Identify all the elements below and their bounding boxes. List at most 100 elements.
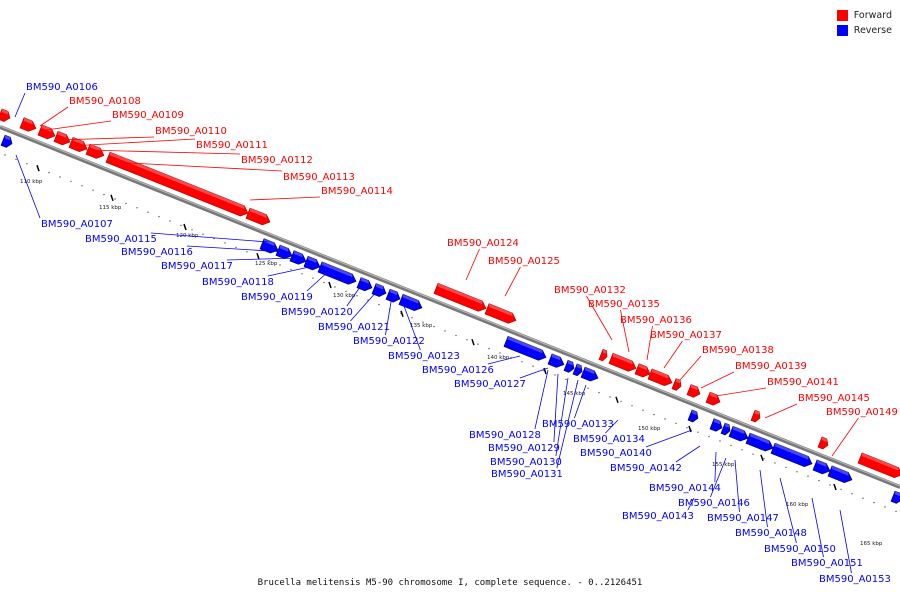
forward-gene-block: [105, 151, 249, 217]
minor-tick: [554, 374, 556, 376]
reverse-gene-block: [745, 432, 774, 452]
gene-label: BM590_A0137: [650, 330, 722, 341]
major-tick: [760, 454, 764, 462]
gene-label: BM590_A0138: [702, 345, 774, 356]
forward-genes-track: [0, 108, 900, 479]
gene-leader-line: [675, 445, 701, 463]
minor-tick: [532, 365, 534, 367]
minor-tick: [488, 347, 490, 350]
minor-tick: [301, 273, 303, 275]
minor-tick: [169, 220, 171, 222]
minor-tick: [290, 268, 292, 271]
gene-leader-line: [645, 429, 693, 448]
minor-tick: [796, 471, 798, 473]
forward-gene-block: [634, 363, 651, 378]
reverse-gene-block: [371, 283, 387, 297]
minor-tick: [851, 493, 853, 495]
gene-label: BM590_A0131: [491, 469, 563, 480]
reverse-genes-track: [0, 134, 900, 504]
gene-label: BM590_A0142: [610, 463, 682, 474]
minor-tick: [81, 185, 83, 187]
gene-leader-line: [465, 248, 480, 281]
minor-tick: [840, 488, 842, 491]
minor-tick: [730, 444, 732, 447]
gene-label: BM590_A0141: [767, 377, 839, 388]
minor-tick: [752, 453, 754, 455]
gene-label: BM590_A0136: [620, 315, 692, 326]
forward-gene-block: [37, 124, 56, 140]
minor-tick: [653, 413, 655, 416]
minor-tick: [92, 189, 94, 191]
gene-label: BM590_A0112: [241, 155, 313, 166]
minor-tick: [521, 361, 523, 363]
minor-tick: [59, 176, 61, 178]
gene-label: BM590_A0130: [490, 457, 562, 468]
gene-leader-line: [556, 379, 579, 469]
minor-tick: [378, 303, 380, 306]
forward-gene-block: [53, 130, 71, 146]
minor-tick: [4, 154, 6, 156]
minor-tick: [565, 378, 567, 381]
minor-tick: [202, 233, 204, 235]
gene-label: BM590_A0126: [422, 365, 494, 376]
gene-leader-line: [385, 295, 393, 336]
minor-tick: [873, 501, 875, 504]
minor-tick: [147, 211, 149, 213]
axis-tick-label: 115 kbp: [99, 205, 122, 211]
gene-leader-line: [519, 367, 549, 379]
major-tick: [328, 281, 332, 289]
forward-gene-block: [484, 303, 517, 324]
gene-label: BM590_A0151: [791, 558, 863, 569]
reverse-gene-block: [0, 134, 13, 148]
axis-tick-label: 125 kbp: [255, 261, 278, 267]
minor-tick: [620, 400, 622, 403]
backbone-line: [0, 125, 900, 489]
forward-gene-block: [433, 282, 487, 312]
forward-gene-block: [817, 436, 829, 450]
major-tick: [615, 396, 619, 404]
minor-tick: [818, 479, 820, 482]
gene-label: BM590_A0116: [121, 247, 193, 258]
minor-tick: [609, 396, 611, 398]
minor-tick: [642, 409, 644, 411]
forward-gene-block: [245, 207, 271, 226]
minor-tick: [466, 339, 468, 341]
minor-tick: [114, 198, 116, 200]
gene-label: BM590_A0149: [826, 407, 898, 418]
minor-tick: [664, 418, 666, 420]
axis-tick-label: 165 kbp: [860, 541, 883, 547]
minor-tick: [158, 215, 160, 218]
axis-tick-label: 150 kbp: [638, 426, 661, 432]
minor-tick: [895, 510, 897, 513]
gene-label: BM590_A0140: [580, 448, 652, 459]
minor-tick: [741, 449, 743, 451]
minor-tick: [312, 277, 314, 279]
minor-tick: [246, 251, 248, 253]
gene-leader-line: [687, 497, 695, 511]
minor-tick: [708, 435, 710, 438]
gene-label: BM590_A0106: [26, 82, 98, 93]
gene-label: BM590_A0129: [488, 443, 560, 454]
gene-leader-line: [811, 497, 824, 558]
legend: Forward Reverse: [836, 8, 892, 38]
gene-leader-line: [679, 355, 702, 381]
gene-leader-line: [55, 136, 155, 141]
legend-reverse: Reverse: [836, 23, 892, 38]
gene-label: BM590_A0121: [318, 322, 390, 333]
gene-label: BM590_A0114: [321, 186, 393, 197]
gene-label: BM590_A0147: [707, 513, 779, 524]
gene-label: BM590_A0117: [161, 261, 233, 272]
minor-tick: [180, 224, 182, 227]
reverse-gene-block: [317, 261, 357, 285]
gene-leader-line: [574, 384, 587, 419]
gene-leader-line: [504, 266, 521, 297]
minor-tick: [807, 475, 809, 477]
gene-label: BM590_A0128: [469, 430, 541, 441]
gene-label: BM590_A0153: [819, 574, 891, 585]
reverse-gene-block: [770, 442, 813, 468]
forward-gene-block: [705, 391, 721, 406]
forward-gene-block: [671, 378, 682, 391]
gene-leader-line: [109, 161, 283, 172]
gene-label: BM590_A0109: [112, 110, 184, 121]
gene-label: BM590_A0133: [542, 419, 614, 430]
